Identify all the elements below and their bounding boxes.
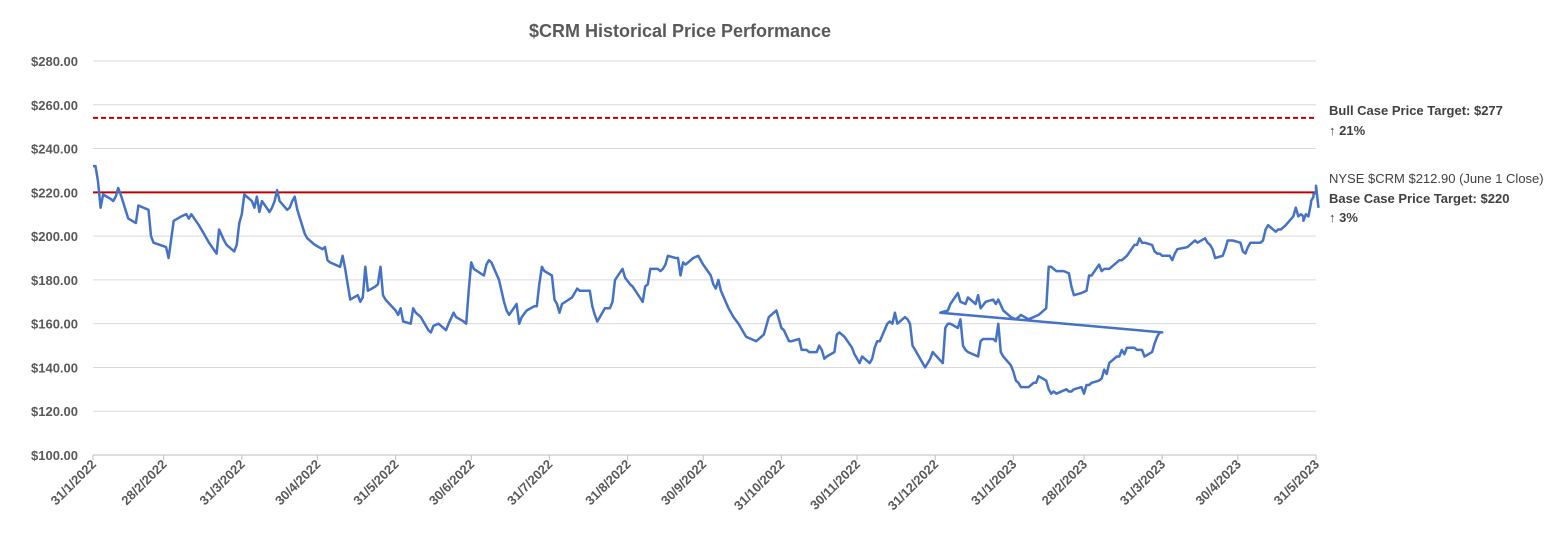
x-tick-label: 30/9/2022	[658, 457, 710, 509]
y-tick-label: $180.00	[31, 273, 78, 288]
y-tick-label: $220.00	[31, 185, 78, 200]
x-tick-label: 31/12/2022	[885, 457, 942, 514]
gridlines	[93, 60, 1316, 456]
x-tick-label: 31/3/2023	[1117, 457, 1169, 509]
reference-lines	[93, 116, 1316, 194]
x-tick-label: 31/8/2022	[582, 457, 634, 509]
y-tick-label: $160.00	[31, 317, 78, 332]
chart-title: $CRM Historical Price Performance	[529, 21, 831, 41]
bull-target-label: Bull Case Price Target: $277	[1329, 103, 1503, 118]
y-tick-label: $260.00	[31, 98, 78, 113]
price-series	[93, 164, 1320, 395]
price-line	[93, 164, 1320, 395]
y-tick-label: $280.00	[31, 54, 78, 69]
x-tick-label: 31/10/2022	[731, 457, 788, 514]
x-axis: 31/1/2022 28/2/2022 31/3/2022 30/4/2022 31/5…	[48, 454, 1323, 514]
y-tick-label: $100.00	[31, 448, 78, 463]
annotations: Bull Case Price Target: $277 ↑ 21% NYSE …	[1329, 103, 1544, 225]
close-note-label: NYSE $CRM $212.90 (June 1 Close)	[1329, 171, 1544, 186]
y-tick-label: $200.00	[31, 229, 78, 244]
bull-change-label: ↑ 21%	[1329, 123, 1366, 138]
y-axis: $100.00 $120.00 $140.00 $160.00 $180.00 $200.…	[31, 54, 78, 463]
y-tick-label: $140.00	[31, 360, 78, 375]
y-tick-label: $240.00	[31, 142, 78, 157]
x-tick-label: 31/7/2022	[504, 457, 556, 509]
x-tick-label: 30/4/2022	[272, 457, 324, 509]
x-tick-label: 31/5/2022	[350, 457, 402, 509]
y-tick-label: $120.00	[31, 404, 78, 419]
x-tick-label: 31/1/2023	[968, 457, 1020, 509]
x-tick-label: 28/2/2022	[118, 457, 170, 509]
x-tick-label: 30/6/2022	[426, 457, 478, 509]
x-tick-label: 31/5/2023	[1271, 457, 1323, 509]
x-tick-label: 31/3/2022	[196, 457, 248, 509]
x-tick-label: 28/2/2023	[1039, 457, 1091, 509]
x-tick-label: 30/11/2022	[807, 457, 863, 513]
base-target-label: Base Case Price Target: $220	[1329, 191, 1509, 206]
base-change-label: ↑ 3%	[1329, 210, 1358, 225]
x-tick-label: 31/1/2022	[48, 457, 100, 509]
x-tick-label: 30/4/2023	[1192, 457, 1244, 509]
